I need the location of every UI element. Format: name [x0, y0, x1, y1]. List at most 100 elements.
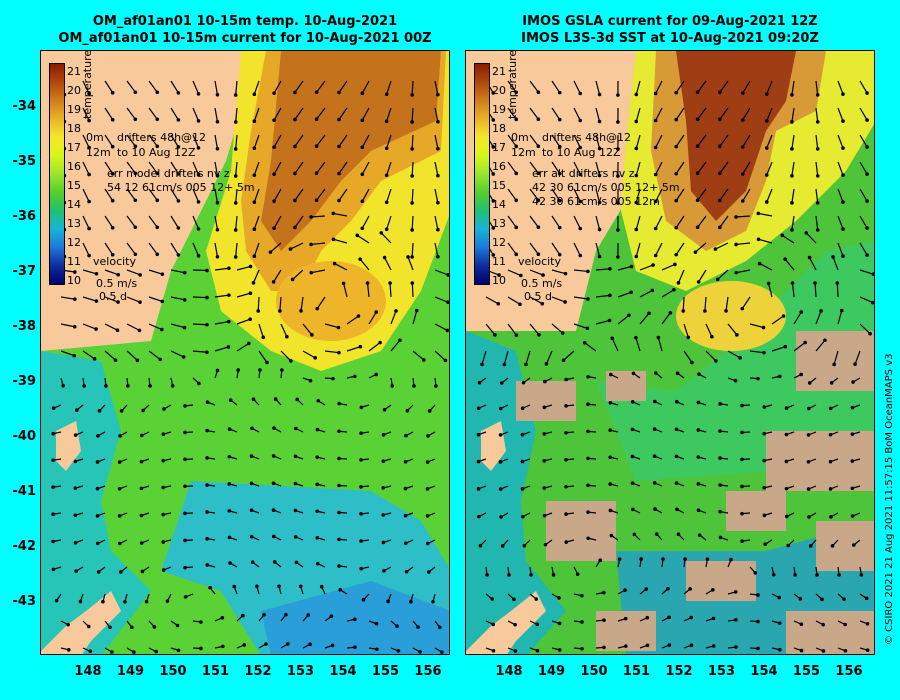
- velocity-arrow-head: [718, 171, 722, 176]
- velocity-arrow-head: [54, 598, 59, 603]
- velocity-arrow-head: [586, 297, 590, 301]
- velocity-arrow-head: [740, 430, 744, 435]
- velocity-arrow-head: [512, 597, 516, 602]
- velocity-arrow-head: [288, 247, 293, 251]
- velocity-arrow-head: [425, 460, 430, 464]
- velocity-arrow-head: [832, 362, 836, 367]
- velocity-arrow-head: [499, 515, 503, 519]
- velocity-arrow-head: [718, 402, 722, 406]
- velocity-arrow: [635, 80, 641, 95]
- velocity-arrow-head: [110, 225, 115, 230]
- velocity-arrow-head: [221, 644, 225, 649]
- velocity-arrow-head: [667, 615, 671, 620]
- velocity-arrow-head: [734, 215, 738, 219]
- velocity-arrow-head: [256, 309, 261, 313]
- velocity-arrow-head: [316, 398, 321, 403]
- velocity-arrow-head: [88, 649, 93, 654]
- velocity-arrow-head: [803, 340, 807, 345]
- velocity-arrow-head: [87, 253, 91, 258]
- velocity-arrow-head: [688, 587, 692, 591]
- velocity-arrow-head: [718, 225, 722, 230]
- velocity-arrow-head: [272, 91, 276, 95]
- velocity-arrow-head: [630, 400, 635, 404]
- velocity-arrow: [611, 338, 619, 352]
- left-eddy: [276, 261, 386, 341]
- velocity-arrow-head: [133, 117, 138, 122]
- velocity-arrow-head: [378, 340, 382, 345]
- velocity-arrow: [573, 269, 588, 273]
- latitude-tick-label: -39: [12, 374, 37, 389]
- velocity-arrow-head: [764, 119, 769, 123]
- velocity-arrow: [148, 107, 158, 120]
- velocity-arrow-head: [94, 271, 99, 276]
- velocity-arrow: [311, 242, 326, 246]
- velocity-arrow-head: [226, 345, 231, 349]
- velocity-arrow-head: [563, 300, 567, 304]
- velocity-arrow-head: [843, 622, 847, 627]
- velocity-arrow-head: [293, 198, 297, 203]
- velocity-arrow-head: [616, 93, 620, 97]
- velocity-arrow-head: [384, 173, 389, 178]
- colorbar-tick-label: 20: [492, 84, 506, 97]
- velocity-arrow: [859, 107, 868, 121]
- velocity-arrow: [253, 80, 260, 95]
- velocity-arrow: [784, 258, 795, 271]
- velocity-arrow-head: [82, 384, 86, 388]
- velocity-arrow-head: [477, 380, 482, 385]
- velocity-arrow-head: [144, 599, 149, 604]
- velocity-arrow: [815, 161, 819, 176]
- velocity-arrow-head: [734, 270, 739, 275]
- velocity-arrow-head: [616, 255, 620, 259]
- velocity-arrow-head: [564, 404, 568, 408]
- velocity-arrow-head: [252, 227, 257, 231]
- velocity-arrow-head: [152, 625, 157, 629]
- velocity-arrow-head: [252, 146, 257, 150]
- velocity-arrow-head: [139, 486, 144, 491]
- velocity-arrow: [235, 215, 238, 230]
- velocity-arrow: [697, 80, 707, 93]
- velocity-arrow: [148, 350, 161, 360]
- velocity-arrow-head: [215, 200, 220, 205]
- velocity-arrow: [386, 107, 392, 122]
- velocity-arrow: [280, 323, 288, 337]
- velocity-arrow: [214, 346, 229, 352]
- velocity-arrow: [412, 350, 425, 361]
- velocity-arrow-head: [133, 225, 138, 230]
- velocity-arrow-head: [542, 432, 547, 436]
- velocity-arrow-head: [176, 648, 181, 653]
- velocity-arrow: [368, 342, 381, 352]
- velocity-arrow-head: [313, 356, 318, 360]
- velocity-arrow-head: [607, 318, 612, 323]
- velocity-arrow-head: [251, 281, 256, 285]
- velocity-arrow-head: [161, 458, 165, 463]
- velocity-arrow-head: [233, 255, 238, 259]
- velocity-arrow-head: [835, 281, 840, 285]
- velocity-arrow-head: [252, 92, 257, 96]
- velocity-arrow-head: [360, 91, 365, 96]
- velocity-arrow: [361, 107, 370, 121]
- velocity-arrow: [529, 188, 539, 201]
- velocity-arrow-head: [697, 533, 702, 537]
- velocity-arrow-head: [72, 353, 77, 358]
- velocity-arrow-head: [865, 199, 869, 203]
- velocity-arrow-head: [598, 558, 603, 563]
- velocity-arrow-head: [586, 429, 590, 434]
- velocity-arrow-head: [271, 481, 276, 485]
- velocity-arrow: [148, 242, 158, 255]
- velocity-arrow-head: [155, 144, 160, 149]
- velocity-arrow-head: [542, 405, 547, 410]
- velocity-arrow-head: [784, 459, 789, 464]
- velocity-arrow: [192, 350, 207, 353]
- velocity-arrow-head: [703, 309, 707, 313]
- velocity-arrow-head: [175, 623, 180, 628]
- velocity-arrow: [294, 188, 304, 201]
- velocity-arrow-head: [425, 487, 430, 491]
- velocity-arrow-head: [815, 573, 819, 577]
- velocity-arrow-head: [653, 172, 658, 177]
- velocity-arrow-head: [94, 327, 98, 331]
- velocity-arrow-head: [314, 117, 319, 122]
- velocity-arrow-head: [165, 599, 170, 603]
- velocity-arrow-head: [815, 147, 820, 151]
- velocity-arrow-head: [418, 650, 422, 654]
- left-title-line1: OM_af01an01 10-15m temp. 10-Aug-2021: [92, 14, 398, 29]
